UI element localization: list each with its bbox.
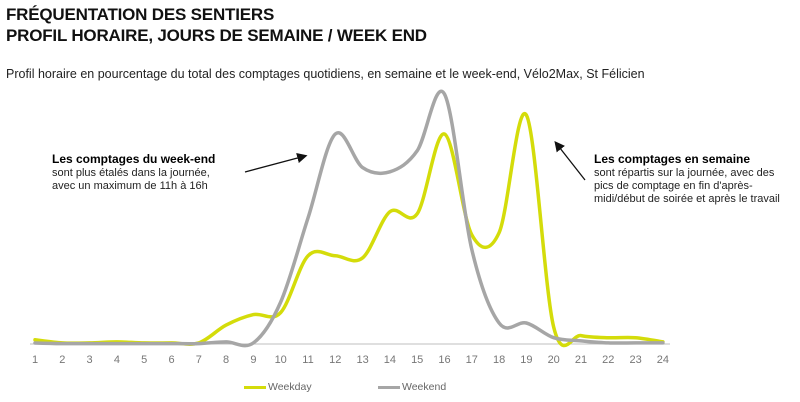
x-tick-label: 1: [32, 354, 38, 366]
x-tick-label: 16: [438, 354, 450, 366]
x-tick-label: 21: [575, 354, 587, 366]
x-tick-label: 10: [275, 354, 287, 366]
weekend-annotation: Les comptages du week-end sont plus étal…: [52, 152, 252, 193]
x-tick-label: 12: [329, 354, 341, 366]
x-tick-label: 17: [466, 354, 478, 366]
x-tick-label: 19: [520, 354, 532, 366]
weekday-annotation-title: Les comptages en semaine: [594, 152, 751, 166]
x-tick-label: 24: [657, 354, 669, 366]
weekday-annotation-line-3: midi/début de soirée et après le travail: [594, 193, 780, 205]
x-tick-label: 9: [250, 354, 256, 366]
weekday-annotation-line-2: pics de comptage en fin d'après-: [594, 180, 753, 192]
weekday-annotation-line-1: sont répartis sur la journée, avec des: [594, 167, 775, 179]
x-tick-label: 23: [629, 354, 641, 366]
weekday-arrow: [554, 140, 586, 181]
legend-item-weekday: Weekday: [244, 381, 312, 393]
chart-subtitle: Profil horaire en pourcentage du total d…: [6, 67, 645, 81]
weekend-annotation-line-1: sont plus étalés dans la journée,: [52, 167, 210, 179]
x-tick-label: 11: [302, 354, 313, 366]
x-tick-label: 7: [196, 354, 202, 366]
x-tick-label: 3: [87, 354, 93, 366]
x-tick-label: 2: [59, 354, 65, 366]
x-tick-label: 4: [114, 354, 120, 366]
legend-label-weekday: Weekday: [268, 381, 312, 393]
legend-swatch-weekday: [244, 385, 266, 389]
legend-label-weekend: Weekend: [402, 381, 447, 393]
x-tick-label: 5: [141, 354, 147, 366]
x-tick-label: 14: [384, 354, 396, 366]
x-tick-label: 20: [548, 354, 560, 366]
title-line-1: FRÉQUENTATION DES SENTIERS: [6, 5, 275, 24]
weekend-arrow: [244, 152, 308, 173]
x-tick-label: 6: [168, 354, 174, 366]
legend-item-weekend: Weekend: [378, 381, 446, 393]
x-tick-label: 8: [223, 354, 229, 366]
chart-title: FRÉQUENTATION DES SENTIERS PROFIL HORAIR…: [6, 4, 427, 46]
x-tick-label: 13: [356, 354, 368, 366]
x-tick-label: 22: [602, 354, 614, 366]
series-line-weekend: [33, 89, 665, 348]
legend-swatch-weekend: [378, 385, 400, 389]
weekday-annotation: Les comptages en semaine sont répartis s…: [594, 152, 794, 206]
weekend-annotation-title: Les comptages du week-end: [52, 152, 216, 166]
weekend-annotation-line-2: avec un maximum de 11h à 16h: [52, 180, 208, 192]
x-tick-label: 15: [411, 354, 423, 366]
x-tick-label: 18: [493, 354, 505, 366]
title-line-2: PROFIL HORAIRE, JOURS DE SEMAINE / WEEK …: [6, 26, 427, 45]
